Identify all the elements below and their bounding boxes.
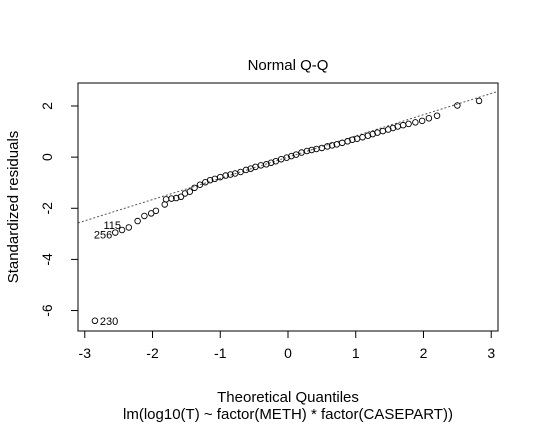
data-point: [168, 195, 175, 202]
data-point: [328, 142, 336, 149]
data-point: [272, 157, 280, 165]
data-point: [349, 136, 356, 144]
data-point: [125, 224, 133, 231]
x-axis: -3 -2 -1 0 1 2 3: [79, 330, 495, 361]
y-axis-label: Standardized residuals: [5, 131, 22, 284]
x-tick-label: 3: [487, 345, 495, 361]
x-tick-label: 0: [284, 345, 292, 361]
data-point: [206, 176, 214, 184]
data-point: [303, 147, 311, 155]
data-point: [324, 143, 331, 150]
data-point: [385, 126, 392, 133]
data-point: [263, 161, 270, 168]
data-point: [118, 226, 126, 234]
data-point: [191, 184, 198, 192]
data-point: [141, 212, 148, 220]
data-point: [152, 207, 160, 215]
chart-title: Normal Q-Q: [248, 57, 329, 74]
x-tick-label: -3: [79, 345, 92, 361]
x-tick-label: 1: [352, 345, 360, 361]
y-tick-label: -2: [39, 202, 55, 215]
data-point: [196, 181, 204, 189]
point-label: 256: [94, 230, 112, 242]
data-point: [267, 159, 275, 167]
data-point: [369, 130, 376, 138]
data-point: [412, 119, 419, 126]
data-point: [91, 317, 99, 325]
data-point: [418, 117, 426, 125]
data-point: [227, 171, 234, 178]
point-label: 230: [100, 316, 118, 328]
data-point: [242, 166, 250, 174]
chart-subtitle: lm(log10(T) ~ factor(METH) * factor(CASE…: [123, 406, 453, 423]
data-point: [237, 168, 244, 176]
data-point: [405, 120, 412, 128]
data-point: [425, 115, 433, 122]
y-tick-label: 2: [39, 102, 55, 110]
data-point: [172, 194, 180, 202]
data-point: [364, 132, 372, 139]
y-tick-label: -4: [39, 253, 55, 266]
data-point: [283, 154, 290, 161]
data-point: [177, 193, 185, 201]
y-tick-label: -6: [39, 304, 55, 317]
data-point: [433, 112, 441, 119]
x-axis-label: Theoretical Quantiles: [217, 389, 359, 406]
y-tick-label: 0: [39, 153, 55, 161]
data-point: [222, 172, 229, 179]
data-point: [112, 229, 119, 236]
data-point: [308, 146, 315, 154]
point-label: 115: [103, 220, 121, 232]
data-point: [134, 217, 141, 225]
reference-line: [77, 90, 499, 224]
data-point: [389, 124, 397, 132]
data-point: [344, 138, 351, 145]
data-point: [475, 97, 483, 105]
x-tick-label: 2: [420, 345, 428, 361]
data-point: [288, 152, 295, 160]
y-axis: -6 -4 -2 0 2: [39, 102, 79, 317]
data-point: [186, 188, 194, 195]
data-point: [292, 151, 300, 158]
x-tick-label: -1: [214, 345, 227, 361]
x-tick-label: -2: [146, 345, 159, 361]
points-group: [91, 97, 483, 325]
data-point: [454, 102, 461, 109]
reference-line-group: [77, 90, 499, 224]
